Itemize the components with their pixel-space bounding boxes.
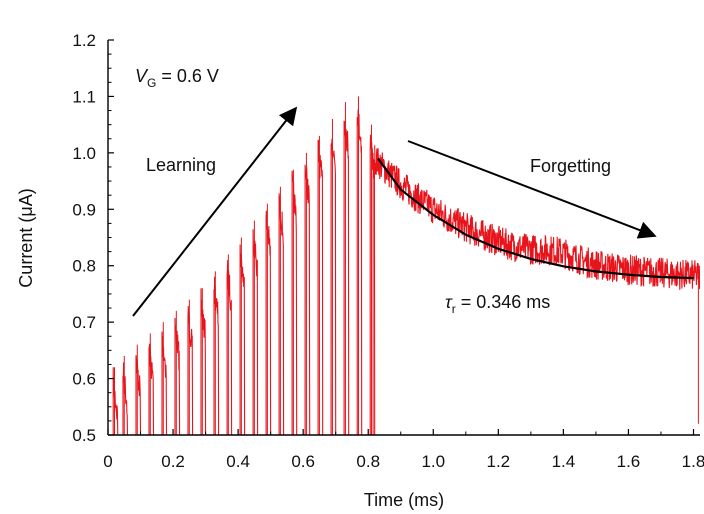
current-trace [112,96,700,435]
pulse [148,333,155,435]
vg-annotation: VG = 0.6 V [135,66,219,90]
x-tick-label: 1.2 [487,452,511,471]
pulse [330,119,337,435]
pulse-trace [356,109,363,435]
y-tick-label: 1.1 [72,87,96,106]
pulse [278,186,285,435]
pulse [265,203,272,435]
y-tick-label: 0.6 [72,370,96,389]
pulse-trace [369,134,376,435]
x-tick-label: 0.8 [356,452,380,471]
x-tick-label: 1.8 [682,452,704,471]
y-tick-label: 0.5 [72,426,96,445]
pulse [317,135,324,435]
y-tick-label: 0.7 [72,313,96,332]
pulse [161,322,168,435]
pulse [369,124,376,435]
pulse-trace [148,343,155,435]
pulse-trace [265,210,272,435]
x-tick-label: 0.2 [161,452,185,471]
exponential-fit [377,157,694,280]
decay-trace [374,145,700,290]
pulse-trace [278,193,285,435]
fit-line [377,157,694,280]
axes [107,40,700,436]
pulse-trace [187,306,194,435]
x-tick-label: 0.4 [226,452,250,471]
pulse-trace [291,170,298,435]
pulse-trace [161,331,168,435]
pulse-trace [330,138,337,435]
pulse-trace [317,139,324,435]
x-tick-label: 1.6 [617,452,641,471]
pulse [291,169,298,435]
pulse-trace [226,260,233,435]
forgetting-label: Forgetting [530,156,611,176]
pulse [343,102,350,435]
y-axis-title: Current (μA) [16,188,36,287]
pulse-trace [200,288,207,435]
x-tick-label: 0 [103,452,112,471]
pulse [252,220,259,435]
x-tick-label: 0.6 [291,452,315,471]
pulse [226,254,233,435]
forgetting-arrow [407,140,657,239]
y-tick-label: 0.9 [72,200,96,219]
y-tick-label: 1.2 [72,31,96,50]
x-tick-label: 1.0 [421,452,445,471]
pulse [239,237,246,435]
ticks: 0 0.2 0.4 0.6 0.8 1.0 1.2 1.4 1.6 1.8 0.5 0.6 0.7 0.8… [72,31,704,471]
pulse-trace [135,355,142,435]
pulse [135,344,142,435]
pulse-trace [343,120,350,435]
tau-annotation: τr = 0.346 ms [445,292,550,316]
pulse [200,288,207,435]
pulse-trace [174,317,181,435]
pulse [213,271,220,435]
pulse [356,96,363,435]
pulse-trace [122,362,129,435]
pulse [187,299,194,435]
y-tick-label: 1.0 [72,144,96,163]
pulse-trace [112,367,119,435]
pulse-trace [239,244,246,435]
pulse [304,152,311,435]
y-tick-label: 0.8 [72,257,96,276]
learning-arrow [132,106,298,317]
pulse [112,367,119,435]
pulse [122,356,129,435]
x-axis-title: Time (ms) [364,490,444,510]
x-tick-label: 1.4 [552,452,576,471]
pulse-trace [304,164,311,435]
pulse-trace [213,276,220,435]
pulse-trace [252,229,259,435]
pulse [174,310,181,435]
learning-label: Learning [146,155,216,175]
